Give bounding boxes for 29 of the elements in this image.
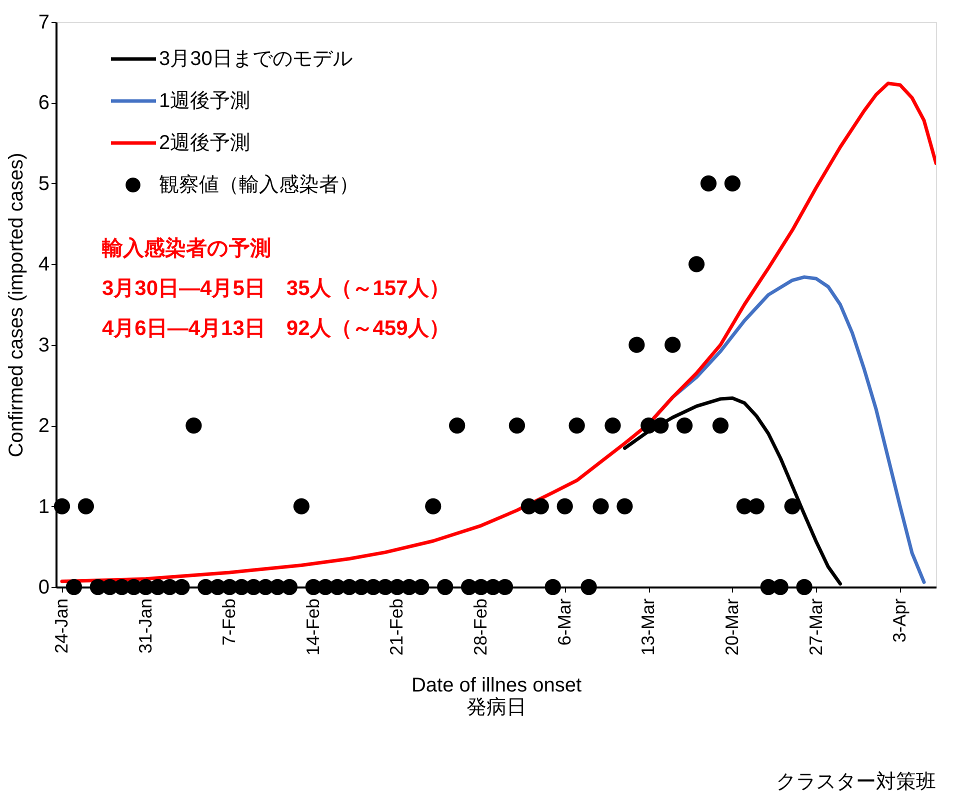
x-tick-label: 28-Feb (470, 598, 491, 656)
x-tick-label: 13-Mar (638, 598, 658, 656)
y-tick-label: 4 (38, 254, 50, 276)
annotation: 輸入感染者の予測 (101, 236, 271, 260)
y-tick-label: 1 (38, 496, 50, 518)
x-tick-label: 7-Feb (219, 598, 240, 646)
x-tick-label: 6-Mar (554, 598, 574, 646)
y-tick-label: 5 (38, 172, 50, 195)
x-tick-label: 31-Jan (135, 598, 156, 654)
y-tick-label: 3 (38, 334, 50, 356)
annotation: 3月30日—4月5日 35人（～157人） (102, 277, 450, 300)
text: クラスター対策班 (776, 771, 936, 793)
y-tick-label: 2 (38, 415, 50, 438)
x-tick-label: 14-Feb (302, 598, 323, 656)
legend-label: 3月30日までのモデル (159, 48, 352, 70)
y-tick-label: 6 (38, 92, 50, 114)
x-tick-label: 24-Jan (51, 598, 72, 654)
x-tick-label: 20-Mar (722, 598, 742, 656)
legend-label: 1週後予測 (159, 90, 250, 112)
y-tick-label: 0 (38, 576, 50, 598)
y-axis-title: Confirmed cases (imported cases) (5, 152, 28, 458)
annotation: 4月6日—4月13日 92人（～459人） (102, 317, 450, 340)
x-tick-label: 21-Feb (386, 598, 407, 656)
x-tick-label: 3-Apr (890, 598, 910, 643)
legend-label: 2週後予測 (159, 132, 250, 154)
x-tick-label: 27-Mar (806, 598, 826, 656)
x-axis-title: Date of illnes onset 発病日 (411, 674, 582, 719)
y-tick-label: 7 (38, 12, 50, 34)
legend-label: 観察値（輸入感染者） (159, 174, 359, 196)
